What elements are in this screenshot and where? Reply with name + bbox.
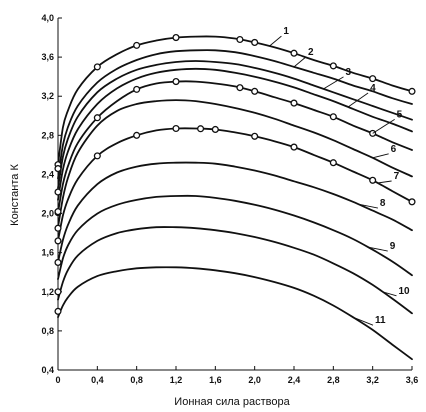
series-line-7 [57,127,413,242]
data-point-left [54,258,62,266]
x-axis-label: Ионная сила раствора [174,396,290,408]
data-point-7 [251,132,259,140]
data-point-1 [369,75,377,83]
series-line-11 [57,266,413,361]
leader-line-4 [347,92,369,108]
data-point-5 [329,113,337,121]
x-tick-label: 2,0 [248,375,261,385]
data-point-1 [408,87,416,95]
data-point-1 [290,49,298,57]
data-point-7 [290,143,298,151]
curve-label-8: 8 [380,198,386,209]
data-point-left [54,188,62,196]
x-tick-label: 2,8 [327,375,340,385]
curve-label-4: 4 [370,83,376,94]
data-point-7 [197,125,205,133]
series-line-6 [57,99,413,229]
y-tick-label: 2,0 [41,209,54,219]
leader-line-10 [382,291,397,297]
curve-label-3: 3 [346,67,352,78]
y-tick-label: 0,4 [41,365,54,375]
data-point-5 [236,84,244,92]
series-group [57,35,413,361]
x-tick-label: 0 [55,375,60,385]
curve-labels: 1 2 3 4 5 6 7 8 9 10 11 [269,26,410,326]
leader-line-8 [357,203,379,209]
data-point-7 [211,125,219,134]
data-point-7 [172,124,180,133]
series-line-2 [57,49,413,180]
x-tick-label: 2,4 [288,375,301,385]
leader-line-2 [293,56,307,68]
x-tick-label: 0,4 [91,375,104,385]
y-tick-label: 2,8 [41,130,54,140]
x-tick-label: 3,6 [406,375,419,385]
data-point-7 [93,152,101,160]
y-tick-label: 4,0 [41,13,54,23]
data-point-left [54,288,62,296]
curve-label-7: 7 [394,171,400,182]
x-axis: 0 0,4 0,8 1,2 1,6 2,0 2,4 2,8 3,2 3,6 [55,366,418,385]
data-point-1 [329,62,337,70]
series-line-9 [57,194,413,280]
series-line-10 [57,226,413,315]
series-line-4 [57,67,413,201]
data-point-5 [172,78,180,86]
data-point-7 [133,131,141,139]
curve-label-10: 10 [399,286,411,297]
data-point-1 [236,35,244,44]
data-point-7 [408,198,416,206]
series-line-8 [57,161,413,264]
leader-line-1 [269,35,282,47]
marker-group [54,34,416,315]
plot-frame [57,18,412,371]
curve-label-11: 11 [375,315,386,326]
data-point-1 [133,41,141,49]
data-point-1 [172,34,180,42]
y-axis: 0,4 0,8 1,2 1,6 2,0 2,4 2,8 3,2 3,6 4,0 [41,13,62,375]
data-point-left [54,307,62,315]
data-point-left [54,208,62,216]
data-point-5 [251,87,259,95]
x-tick-label: 1,2 [170,375,183,385]
data-point-1 [93,63,101,71]
data-point-7 [54,237,62,245]
leader-line-11 [352,316,374,326]
series-line-1 [57,35,413,166]
data-point-5 [290,99,298,107]
data-point-7 [329,159,337,167]
leader-line-9 [367,246,388,252]
curve-label-1: 1 [283,26,289,37]
x-tick-label: 1,6 [209,375,222,385]
y-axis-label: Константа К [9,164,21,226]
data-point-left [54,224,62,232]
y-tick-label: 1,6 [41,248,54,258]
curve-label-9: 9 [390,241,396,252]
x-tick-label: 3,2 [366,375,379,385]
y-tick-label: 0,8 [41,326,54,336]
series-line-3 [57,60,413,189]
leader-line-6 [372,153,389,159]
data-point-7 [369,176,377,184]
curve-label-2: 2 [308,47,314,58]
y-tick-label: 2,4 [41,169,54,179]
data-point-5 [133,85,141,93]
leader-line-7 [377,180,392,184]
y-tick-label: 1,2 [41,287,54,297]
leader-line-3 [323,76,344,90]
curve-label-5: 5 [397,109,403,120]
leader-line-5 [372,118,395,134]
data-point-5 [93,114,101,122]
x-tick-label: 0,8 [130,375,143,385]
data-point-left [54,165,62,173]
curve-label-6: 6 [391,144,397,155]
y-tick-label: 3,6 [41,52,54,62]
data-point-1 [251,38,259,46]
series-line-5 [57,80,413,214]
y-tick-label: 3,2 [41,91,54,101]
